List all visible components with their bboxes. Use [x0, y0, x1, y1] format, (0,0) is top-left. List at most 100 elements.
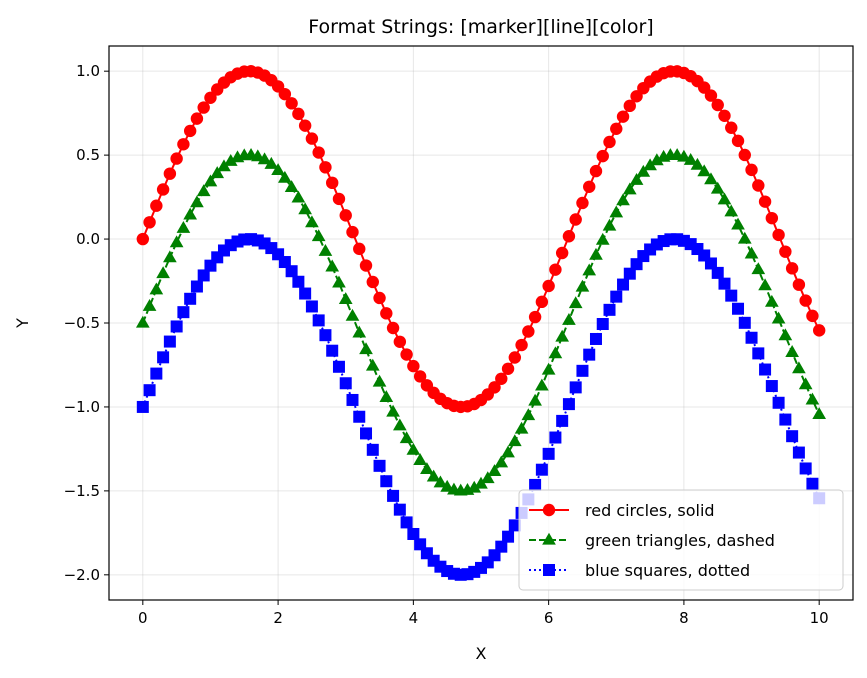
- green-triangle-marker: [595, 232, 610, 245]
- red-circle-marker: [752, 179, 765, 192]
- x-axis-ticks: 0 2 4 6 8 10: [138, 600, 829, 627]
- x-tick-label: 6: [544, 609, 554, 627]
- blue-square-marker: [623, 267, 636, 280]
- blue-square-marker: [704, 257, 717, 270]
- green-triangle-marker: [616, 193, 630, 206]
- blue-square-marker: [556, 414, 569, 427]
- green-triangle-marker: [379, 390, 394, 402]
- green-triangle-marker: [690, 157, 705, 170]
- red-circle-marker: [725, 121, 738, 134]
- green-triangle-marker: [717, 192, 732, 205]
- green-triangle-marker: [210, 166, 225, 179]
- red-circle-marker: [555, 246, 569, 260]
- green-triangle-marker: [507, 434, 522, 447]
- green-triangle-marker: [480, 471, 495, 484]
- blue-square-marker: [143, 384, 156, 397]
- green-triangle-marker: [318, 244, 333, 256]
- blue-square-marker: [184, 292, 197, 305]
- green-triangle-marker: [798, 377, 813, 390]
- green-triangle-marker: [345, 308, 360, 321]
- green-triangle-marker: [792, 361, 806, 374]
- green-triangle-marker: [677, 149, 691, 162]
- blue-square-marker: [326, 344, 339, 357]
- red-circle-marker: [583, 180, 596, 193]
- blue-square-marker: [759, 363, 772, 376]
- green-triangle-marker: [196, 184, 211, 197]
- legend-label: green triangles, dashed: [585, 531, 775, 550]
- blue-square-marker: [562, 398, 575, 411]
- red-circle-marker: [718, 109, 731, 122]
- blue-square-marker: [569, 381, 582, 394]
- green-triangle-marker: [278, 170, 292, 183]
- x-tick-label: 0: [138, 609, 148, 627]
- blue-square-marker: [738, 316, 751, 329]
- red-circle-marker: [812, 324, 826, 337]
- green-triangle-marker: [629, 173, 644, 185]
- red-circle-marker: [542, 279, 555, 293]
- green-triangle-marker: [169, 235, 184, 248]
- blue-square-marker: [407, 527, 420, 540]
- red-circle-marker: [312, 146, 325, 159]
- green-triangle-marker: [589, 247, 603, 260]
- blue-square-marker: [583, 348, 596, 361]
- green-triangle-marker: [183, 207, 198, 220]
- green-triangle-marker: [643, 158, 657, 171]
- red-circle-marker: [353, 242, 366, 256]
- green-triangle-marker: [541, 362, 556, 375]
- green-triangle-marker: [622, 182, 637, 195]
- green-triangle-marker: [217, 159, 231, 172]
- green-triangle-marker: [386, 404, 400, 417]
- green-triangle-marker: [548, 346, 563, 359]
- red-circle-marker: [319, 161, 332, 174]
- red-circle-marker: [704, 89, 718, 102]
- red-circle-marker: [785, 262, 799, 275]
- green-triangle-marker: [203, 174, 218, 187]
- red-circle-marker: [501, 362, 515, 375]
- red-circle-marker: [596, 149, 609, 163]
- red-circle-marker: [603, 135, 616, 149]
- red-circle-marker: [589, 164, 603, 178]
- y-tick-label: −1.5: [64, 482, 100, 500]
- green-triangle-marker: [135, 315, 150, 328]
- y-tick-label: −2.0: [64, 566, 100, 584]
- blue-square-marker: [346, 393, 359, 406]
- green-triangle-marker: [176, 221, 191, 233]
- x-tick-label: 10: [810, 609, 829, 627]
- blue-square-marker: [299, 287, 312, 300]
- red-circle-marker: [170, 152, 183, 165]
- blue-square-marker: [136, 400, 149, 413]
- blue-square-marker: [732, 302, 745, 315]
- green-triangle-marker: [805, 392, 820, 405]
- red-circle-marker: [278, 87, 292, 101]
- blue-square-marker: [637, 250, 650, 263]
- green-triangle-marker: [710, 181, 725, 194]
- y-tick-label: 0.5: [76, 146, 100, 164]
- red-circle-marker: [528, 310, 542, 324]
- red-circle-marker: [332, 192, 346, 206]
- red-circle-marker: [204, 91, 217, 104]
- green-triangle-marker: [257, 152, 272, 165]
- legend: red circles, solid green triangles, dashe…: [518, 489, 844, 591]
- red-circle-marker: [177, 138, 190, 151]
- y-axis-label: Y: [13, 318, 32, 329]
- green-triangle-marker: [332, 275, 346, 288]
- legend-label: blue squares, dotted: [585, 561, 750, 580]
- green-triangle-marker: [528, 393, 542, 406]
- green-triangle-marker: [271, 163, 285, 176]
- y-axis-ticks: −2.0 −1.5 −1.0 −0.5 0.0 0.5 1.0: [64, 62, 109, 584]
- blue-square-marker: [393, 503, 406, 516]
- red-circle-marker: [711, 98, 724, 112]
- blue-square-marker: [792, 446, 805, 459]
- red-circle-marker: [292, 107, 305, 121]
- green-triangle-marker: [724, 204, 739, 217]
- x-tick-label: 8: [679, 609, 689, 627]
- green-triangle-marker: [149, 282, 164, 295]
- x-tick-label: 4: [409, 609, 419, 627]
- red-circle-marker: [339, 209, 352, 222]
- blue-square-marker: [718, 277, 731, 290]
- red-circle-marker: [190, 112, 204, 125]
- blue-square-marker: [542, 447, 555, 460]
- green-triangle-marker: [467, 480, 482, 493]
- green-triangle-marker: [426, 469, 441, 482]
- green-triangle-marker: [737, 231, 752, 244]
